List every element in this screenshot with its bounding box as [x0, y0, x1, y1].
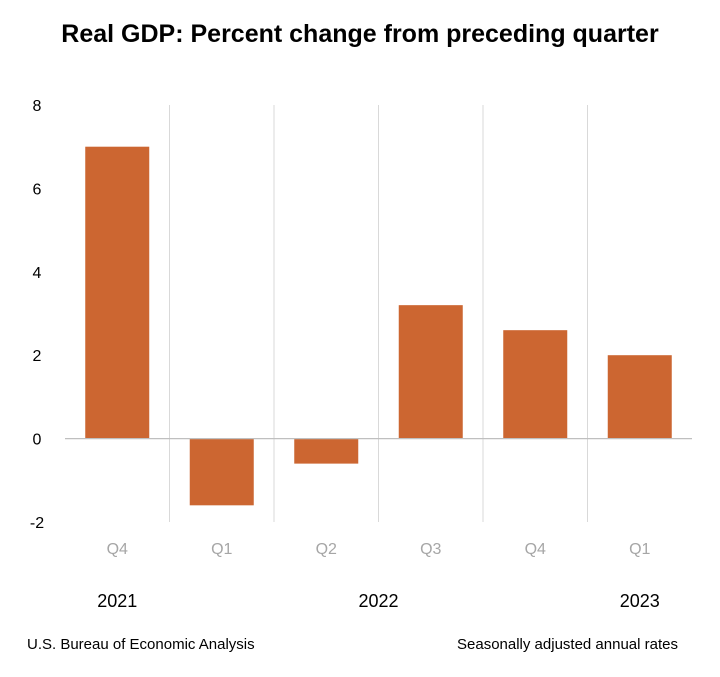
bar [294, 438, 359, 464]
bar [189, 438, 254, 506]
x-tick-label: Q1 [629, 541, 650, 558]
bar [607, 355, 672, 439]
x-tick-label: Q1 [211, 541, 232, 558]
y-tick-label: 4 [33, 265, 42, 282]
x-tick-label: Q4 [525, 541, 546, 558]
bar [85, 146, 150, 439]
x-tick-label: Q3 [420, 541, 441, 558]
bar [398, 305, 463, 439]
rates-note: Seasonally adjusted annual rates [457, 636, 678, 653]
y-tick-label: 6 [33, 181, 42, 198]
bar [503, 330, 568, 439]
x-tick-label: Q4 [107, 541, 128, 558]
chart-title: Real GDP: Percent change from preceding … [61, 20, 659, 48]
source-note: U.S. Bureau of Economic Analysis [27, 636, 255, 653]
y-tick-label: -2 [30, 515, 44, 532]
year-label: 2022 [358, 591, 398, 611]
year-label: 2023 [620, 591, 660, 611]
y-tick-label: 0 [33, 432, 42, 449]
year-label: 2021 [97, 591, 137, 611]
x-tick-label: Q2 [316, 541, 337, 558]
y-tick-label: 8 [33, 98, 42, 115]
y-tick-label: 2 [33, 348, 42, 365]
